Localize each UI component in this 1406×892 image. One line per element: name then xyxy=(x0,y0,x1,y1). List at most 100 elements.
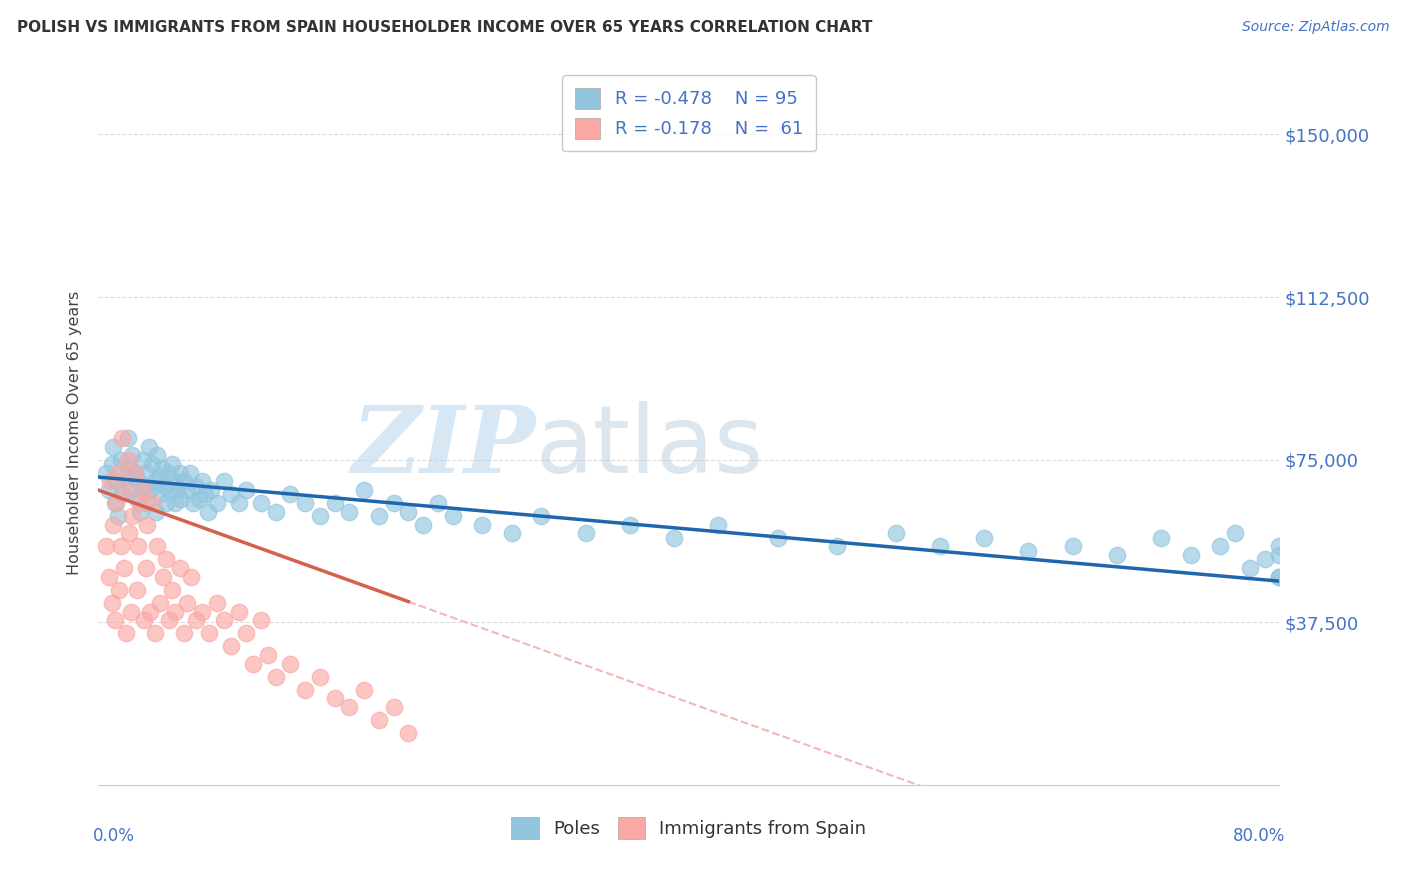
Point xyxy=(136,496,159,510)
Point xyxy=(105,496,128,510)
Point xyxy=(121,449,143,463)
Point xyxy=(114,483,136,497)
Point xyxy=(165,605,187,619)
Point xyxy=(121,509,143,524)
Point xyxy=(166,483,188,497)
Point xyxy=(176,596,198,610)
Point xyxy=(155,496,177,510)
Point xyxy=(228,605,250,619)
Point xyxy=(143,626,166,640)
Point xyxy=(412,517,434,532)
Point xyxy=(165,496,187,510)
Point xyxy=(368,509,391,524)
Point xyxy=(146,540,169,554)
Point xyxy=(124,466,146,480)
Point xyxy=(118,461,141,475)
Point xyxy=(120,605,142,619)
Point xyxy=(575,526,598,541)
Point xyxy=(382,699,405,714)
Point xyxy=(427,496,450,510)
Point xyxy=(124,466,146,480)
Point xyxy=(368,713,391,727)
Point xyxy=(117,452,139,467)
Point xyxy=(107,509,129,524)
Point xyxy=(97,570,120,584)
Point xyxy=(280,657,302,671)
Point xyxy=(194,487,217,501)
Text: atlas: atlas xyxy=(536,401,763,492)
Point xyxy=(1062,540,1084,554)
Point xyxy=(149,487,172,501)
Point xyxy=(766,531,789,545)
Point xyxy=(264,669,287,683)
Point xyxy=(191,605,214,619)
Point xyxy=(112,561,135,575)
Point xyxy=(228,496,250,510)
Point xyxy=(134,613,156,627)
Point xyxy=(148,470,170,484)
Point xyxy=(153,479,176,493)
Point xyxy=(139,605,162,619)
Point xyxy=(664,531,686,545)
Point xyxy=(309,509,332,524)
Point xyxy=(173,626,195,640)
Point xyxy=(135,466,157,480)
Point xyxy=(135,561,157,575)
Point xyxy=(235,483,257,497)
Point xyxy=(235,626,257,640)
Point xyxy=(1225,526,1247,541)
Point xyxy=(138,440,160,454)
Point xyxy=(619,517,641,532)
Text: POLISH VS IMMIGRANTS FROM SPAIN HOUSEHOLDER INCOME OVER 65 YEARS CORRELATION CHA: POLISH VS IMMIGRANTS FROM SPAIN HOUSEHOL… xyxy=(17,20,872,35)
Point xyxy=(180,570,202,584)
Point xyxy=(152,570,174,584)
Point xyxy=(139,483,162,497)
Point xyxy=(280,487,302,501)
Point xyxy=(973,531,995,545)
Point xyxy=(191,475,214,489)
Point xyxy=(132,452,155,467)
Point xyxy=(108,582,131,597)
Point xyxy=(323,691,346,706)
Point xyxy=(146,449,169,463)
Point xyxy=(221,639,243,653)
Point xyxy=(127,540,149,554)
Point xyxy=(103,440,125,454)
Point xyxy=(107,466,129,480)
Point xyxy=(105,475,128,489)
Point xyxy=(530,509,553,524)
Point xyxy=(155,552,177,566)
Point xyxy=(1107,548,1129,562)
Point xyxy=(441,509,464,524)
Point xyxy=(1150,531,1173,545)
Point xyxy=(707,517,730,532)
Point xyxy=(157,483,180,497)
Text: Source: ZipAtlas.com: Source: ZipAtlas.com xyxy=(1241,20,1389,34)
Point xyxy=(309,669,332,683)
Point xyxy=(141,457,163,471)
Point xyxy=(94,466,117,480)
Point xyxy=(1209,540,1232,554)
Point xyxy=(111,487,134,501)
Point xyxy=(205,496,228,510)
Point xyxy=(169,561,191,575)
Text: 80.0%: 80.0% xyxy=(1233,827,1285,846)
Point xyxy=(471,517,494,532)
Point xyxy=(100,457,122,471)
Point xyxy=(110,452,132,467)
Point xyxy=(103,517,125,532)
Point xyxy=(398,726,420,740)
Point xyxy=(179,466,201,480)
Point xyxy=(156,466,179,480)
Point xyxy=(353,682,375,697)
Point xyxy=(1268,570,1291,584)
Point xyxy=(382,496,405,510)
Point xyxy=(157,613,180,627)
Point xyxy=(884,526,907,541)
Point xyxy=(117,431,139,445)
Point xyxy=(111,431,134,445)
Point xyxy=(1268,548,1291,562)
Y-axis label: Householder Income Over 65 years: Householder Income Over 65 years xyxy=(67,291,83,574)
Point xyxy=(264,505,287,519)
Point xyxy=(353,483,375,497)
